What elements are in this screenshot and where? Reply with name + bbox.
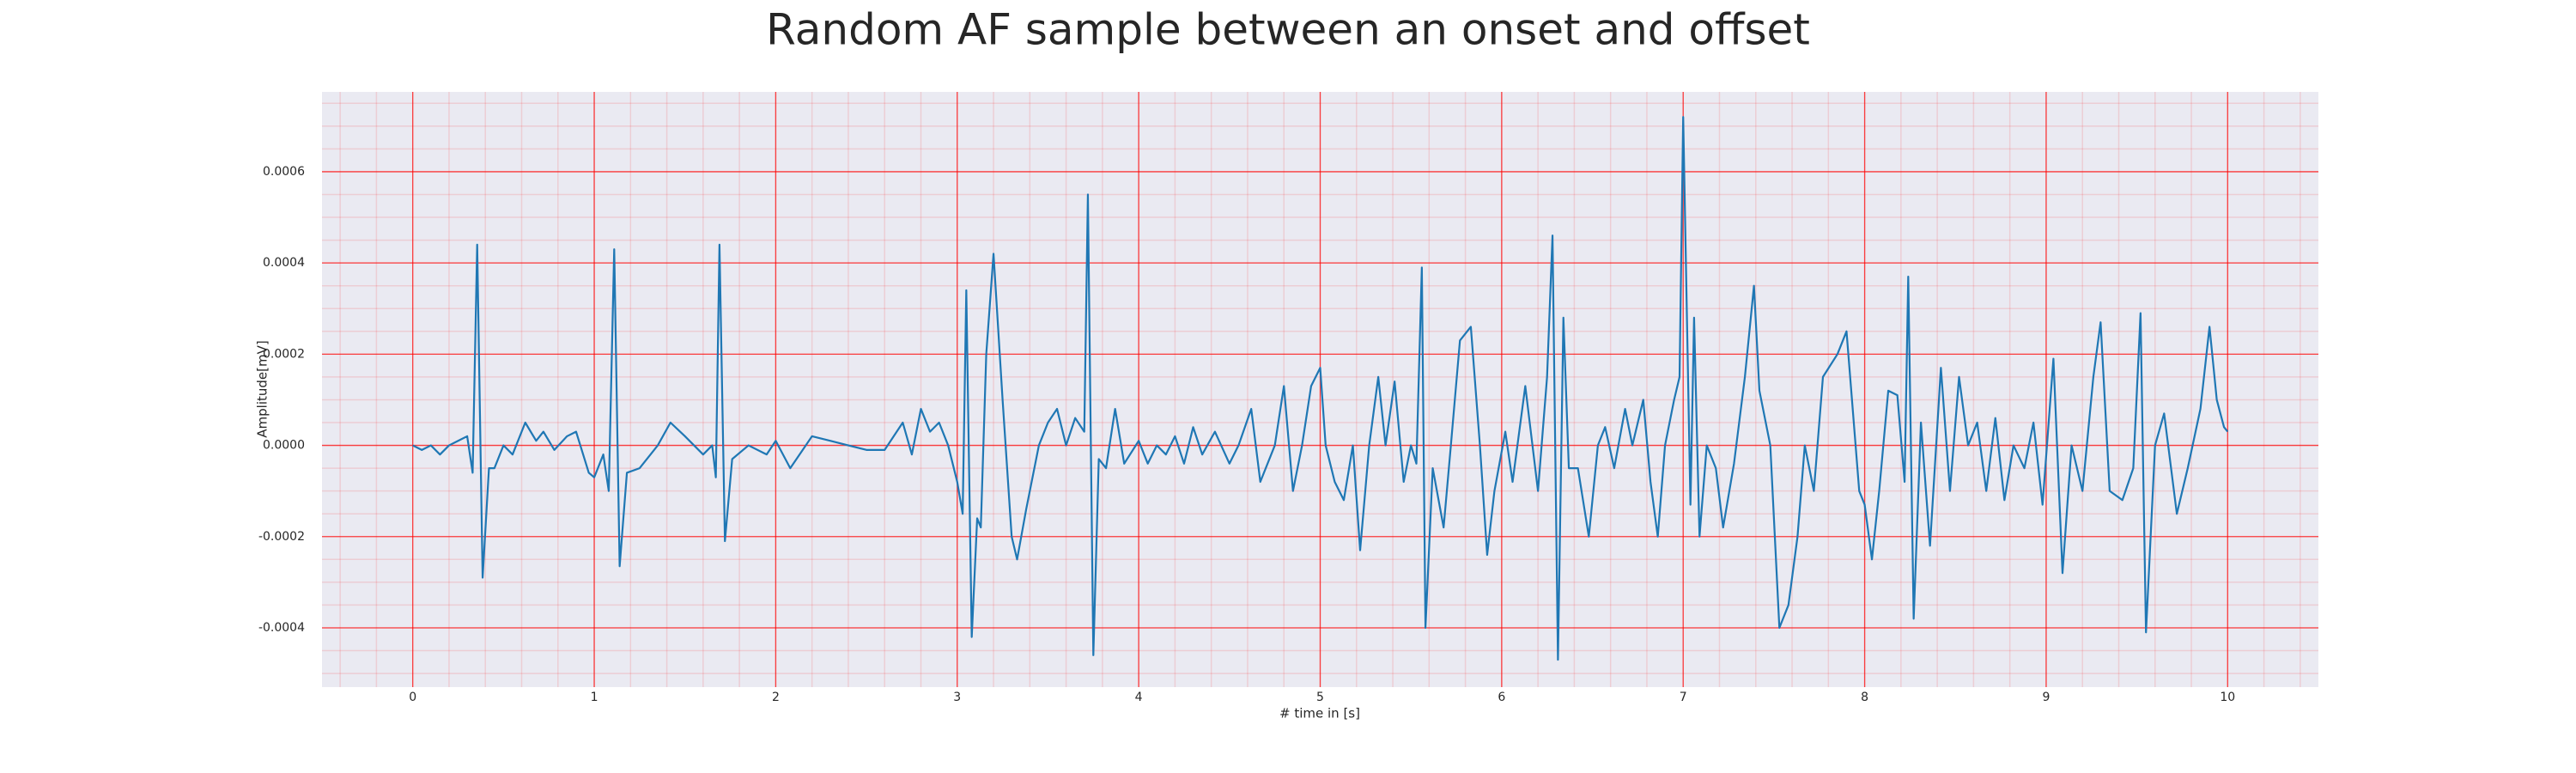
x-tick-label: 7: [1680, 691, 1687, 704]
y-tick-label: 0.0000: [263, 439, 305, 453]
x-tick-label: 9: [2042, 691, 2050, 704]
x-axis-label: # time in [s]: [1279, 706, 1360, 721]
y-tick-label: 0.0006: [263, 165, 305, 179]
marks: [412, 116, 2229, 661]
x-tick-label: 8: [1861, 691, 1868, 704]
x-tick-label: 3: [953, 691, 961, 704]
signal-line: [412, 116, 2229, 661]
x-tick-label: 4: [1135, 691, 1143, 704]
y-tick-label: -0.0002: [258, 530, 305, 544]
y-tick-label: 0.0004: [263, 256, 305, 270]
chart-title: Random AF sample between an onset and of…: [766, 5, 1810, 55]
x-tick-label: 1: [591, 691, 598, 704]
x-tick-label: 10: [2220, 691, 2235, 704]
x-tick-label: 2: [772, 691, 780, 704]
y-axis-label: Amplitude[mV]: [255, 340, 270, 437]
y-tick-label: -0.0004: [258, 621, 305, 635]
x-tick-label: 6: [1498, 691, 1505, 704]
grid: [322, 92, 2318, 687]
labels: 0 1 2 3 4 5 6 7 8 9 10 -0.0004 -0.0002 0.0000 0.0002 0.…: [258, 165, 2235, 704]
y-tick-label: 0.0002: [263, 347, 305, 361]
x-tick-label: 5: [1316, 691, 1324, 704]
x-tick-label: 0: [409, 691, 416, 704]
